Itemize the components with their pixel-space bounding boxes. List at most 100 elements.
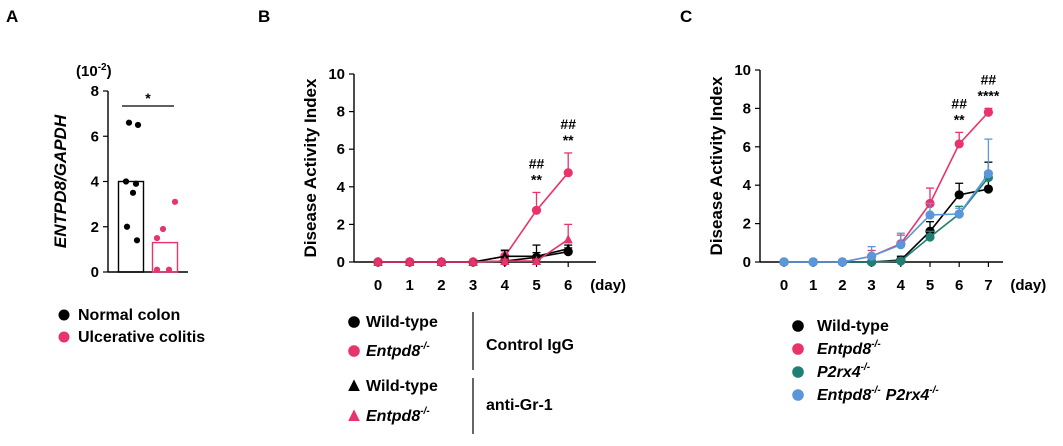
legend-label: Entpd8-/- xyxy=(817,339,881,358)
data-point xyxy=(436,256,446,266)
legend-label-text: P2rx4 xyxy=(886,387,930,404)
y-tick-label: 8 xyxy=(337,104,345,121)
y-tick-label: 0 xyxy=(91,264,99,281)
data-point xyxy=(563,234,573,244)
series-line xyxy=(784,111,989,263)
legend-label-text: Wild-type xyxy=(817,318,889,335)
data-point xyxy=(133,237,141,244)
legend-label-superscript: -/- xyxy=(871,385,881,396)
series-line xyxy=(784,173,990,263)
x-tick-label: 5 xyxy=(532,277,540,294)
panel-b-line-chart: 0 2 4 6 8 10 0 1 2 3 4 5 6 (day) Disease Activity Inde… xyxy=(301,66,626,434)
data-point xyxy=(132,180,140,187)
legend-label: Wild-type xyxy=(366,378,438,395)
y-tick-label: 8 xyxy=(91,83,99,100)
x-tick-label: 0 xyxy=(780,277,788,294)
legend-label-superscript: -/- xyxy=(420,341,430,352)
data-point xyxy=(983,107,994,117)
significance-mark: * xyxy=(145,90,151,106)
data-point xyxy=(500,255,510,265)
data-point xyxy=(171,198,179,205)
data-point xyxy=(837,257,848,267)
legend-label: Normal colon xyxy=(78,307,180,324)
legend-label: Entpd8-/- xyxy=(366,406,430,425)
x-tick-label: 0 xyxy=(374,277,382,294)
legend-label-superscript: -/- xyxy=(929,385,939,396)
legend-label-superscript: -/- xyxy=(871,339,881,350)
y-tick-label: 2 xyxy=(743,216,751,233)
legend-marker xyxy=(58,331,70,343)
panel-c-line-chart: 0 2 4 6 8 10 0 1 2 3 4 5 6 7 (day) Disease Activity Ind… xyxy=(707,62,1046,404)
data-point xyxy=(159,225,167,233)
y-scale-label: (10-2) xyxy=(76,62,112,80)
legend-marker xyxy=(792,366,804,378)
data-point xyxy=(500,251,510,261)
data-point xyxy=(896,240,906,250)
legend-marker xyxy=(792,343,804,355)
y-axis-title: Disease Activity Index xyxy=(707,76,726,255)
data-point xyxy=(123,223,131,230)
x-tick-label: 4 xyxy=(897,277,906,294)
legend-label-text: Wild-type xyxy=(366,314,438,331)
data-point xyxy=(373,256,383,266)
x-tick-label: 3 xyxy=(469,277,477,294)
data-point xyxy=(896,256,906,266)
significance-star: **** xyxy=(978,87,1000,103)
x-tick-label: 1 xyxy=(406,277,414,294)
legend-label: P2rx4-/- xyxy=(817,362,871,381)
y-tick-label: 10 xyxy=(734,62,751,79)
legend-label-superscript: -/- xyxy=(861,362,871,373)
data-point xyxy=(531,255,542,265)
data-point xyxy=(983,184,994,194)
x-tick-label: 1 xyxy=(809,277,817,294)
legend-label-superscript: -/- xyxy=(420,406,430,417)
data-point xyxy=(134,121,142,129)
significance-hash: ## xyxy=(529,155,545,171)
legend-label: Ulcerative colitis xyxy=(78,329,205,346)
legend-label-text: Wild-type xyxy=(366,378,438,395)
legend-marker xyxy=(348,316,360,328)
significance-hash: ## xyxy=(560,116,576,132)
y-tick-label: 6 xyxy=(337,141,345,158)
x-unit-label: (day) xyxy=(590,277,626,294)
significance-hash: ## xyxy=(951,95,967,111)
data-point xyxy=(867,251,877,261)
legend-label-text: Entpd8 xyxy=(366,408,420,425)
legend-label: Entpd8-/- P2rx4-/- xyxy=(817,385,939,404)
y-tick-label: 4 xyxy=(743,177,752,194)
data-point xyxy=(122,178,130,185)
y-tick-label: 2 xyxy=(337,216,345,233)
x-tick-label: 2 xyxy=(838,277,846,294)
y-scale-base: (10 xyxy=(76,63,98,80)
y-tick-label: 0 xyxy=(743,254,751,271)
y-scale-exponent: -2 xyxy=(98,62,107,73)
x-tick-label: 4 xyxy=(501,277,510,294)
legend-marker xyxy=(792,389,804,401)
data-point xyxy=(153,266,161,273)
legend-group-label: anti-Gr-1 xyxy=(486,397,553,414)
data-point xyxy=(165,266,173,273)
y-tick-label: 0 xyxy=(337,254,345,271)
panel-label-c: C xyxy=(680,7,692,26)
data-point xyxy=(779,257,789,267)
x-tick-label: 5 xyxy=(926,277,934,294)
data-point xyxy=(125,119,133,126)
y-tick-label: 8 xyxy=(743,100,751,117)
significance-hash: ## xyxy=(981,71,997,87)
legend-label-text: Entpd8 xyxy=(366,343,420,360)
data-point xyxy=(563,168,573,178)
panel-label-a: A xyxy=(6,7,18,26)
data-point xyxy=(129,189,137,196)
y-tick-label: 10 xyxy=(328,66,345,83)
data-point xyxy=(925,232,935,242)
data-point xyxy=(531,251,542,261)
x-tick-label: 6 xyxy=(564,277,572,294)
y-tick-label: 2 xyxy=(91,219,99,236)
legend-label-text: P2rx4 xyxy=(817,364,861,381)
legend-label: Wild-type xyxy=(366,314,438,331)
x-unit-label: (day) xyxy=(1010,277,1046,294)
panel-label-b: B xyxy=(258,7,270,26)
legend-label: Wild-type xyxy=(817,318,889,335)
data-point xyxy=(954,190,964,200)
